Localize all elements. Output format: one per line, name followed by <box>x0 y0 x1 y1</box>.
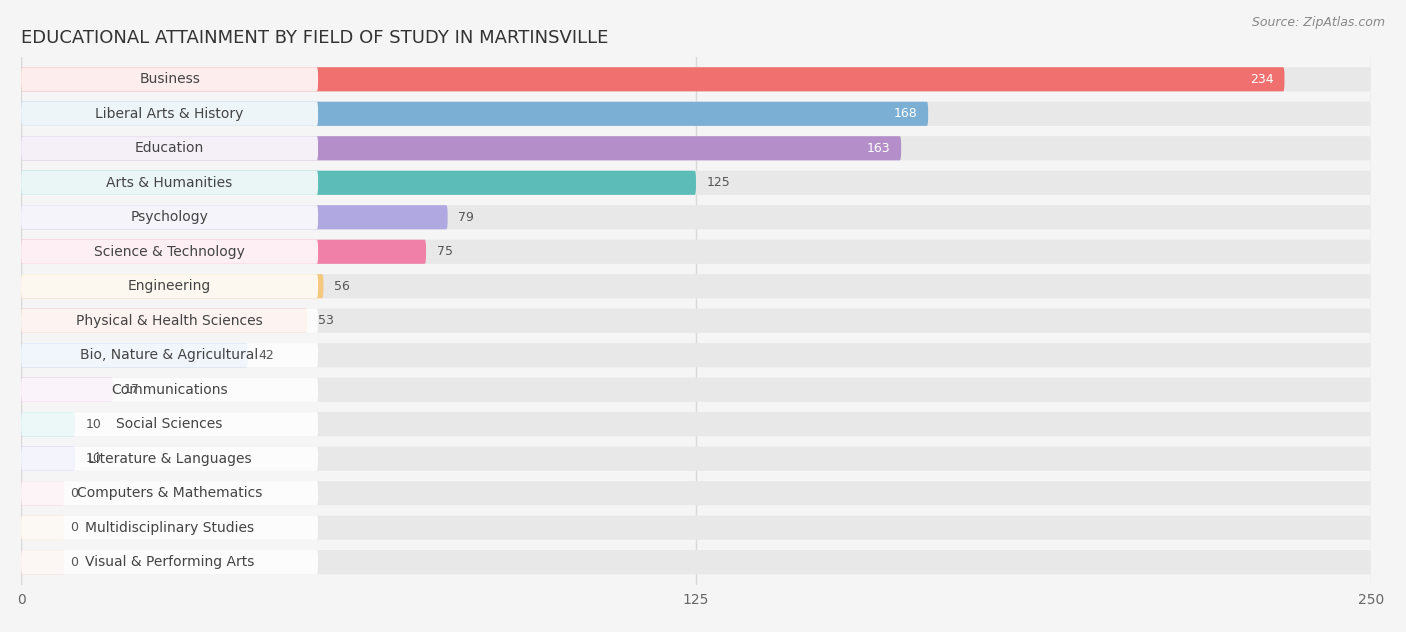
FancyBboxPatch shape <box>21 447 75 471</box>
FancyBboxPatch shape <box>21 274 318 298</box>
FancyBboxPatch shape <box>21 308 318 333</box>
Text: Psychology: Psychology <box>131 210 208 224</box>
FancyBboxPatch shape <box>21 67 1285 92</box>
FancyBboxPatch shape <box>21 308 1371 333</box>
FancyBboxPatch shape <box>21 550 1371 574</box>
FancyBboxPatch shape <box>21 67 1371 92</box>
Text: 10: 10 <box>86 418 101 431</box>
Text: 10: 10 <box>86 453 101 465</box>
FancyBboxPatch shape <box>21 240 426 264</box>
FancyBboxPatch shape <box>21 137 318 161</box>
FancyBboxPatch shape <box>21 308 308 333</box>
Text: 79: 79 <box>458 210 474 224</box>
Text: 42: 42 <box>259 349 274 362</box>
FancyBboxPatch shape <box>21 516 1371 540</box>
FancyBboxPatch shape <box>21 412 318 436</box>
FancyBboxPatch shape <box>21 205 447 229</box>
Text: Computers & Mathematics: Computers & Mathematics <box>77 486 263 500</box>
FancyBboxPatch shape <box>21 102 318 126</box>
FancyBboxPatch shape <box>21 102 928 126</box>
FancyBboxPatch shape <box>21 412 75 436</box>
Text: 53: 53 <box>318 314 333 327</box>
FancyBboxPatch shape <box>21 205 318 229</box>
Text: Source: ZipAtlas.com: Source: ZipAtlas.com <box>1251 16 1385 29</box>
Text: Multidisciplinary Studies: Multidisciplinary Studies <box>84 521 254 535</box>
FancyBboxPatch shape <box>21 171 318 195</box>
FancyBboxPatch shape <box>21 378 318 402</box>
Text: 234: 234 <box>1250 73 1274 86</box>
FancyBboxPatch shape <box>21 481 318 505</box>
Text: 0: 0 <box>70 521 77 534</box>
Text: Literature & Languages: Literature & Languages <box>87 452 252 466</box>
FancyBboxPatch shape <box>21 550 318 574</box>
Text: Visual & Performing Arts: Visual & Performing Arts <box>84 555 254 569</box>
FancyBboxPatch shape <box>21 240 1371 264</box>
FancyBboxPatch shape <box>21 137 1371 161</box>
FancyBboxPatch shape <box>21 447 1371 471</box>
FancyBboxPatch shape <box>21 274 323 298</box>
FancyBboxPatch shape <box>21 447 318 471</box>
Text: Science & Technology: Science & Technology <box>94 245 245 258</box>
Text: Education: Education <box>135 142 204 155</box>
FancyBboxPatch shape <box>21 343 318 367</box>
Text: Liberal Arts & History: Liberal Arts & History <box>96 107 243 121</box>
FancyBboxPatch shape <box>21 550 65 574</box>
Text: 0: 0 <box>70 556 77 569</box>
Text: Communications: Communications <box>111 383 228 397</box>
FancyBboxPatch shape <box>21 378 112 402</box>
FancyBboxPatch shape <box>21 378 1371 402</box>
FancyBboxPatch shape <box>21 481 1371 505</box>
FancyBboxPatch shape <box>21 516 318 540</box>
FancyBboxPatch shape <box>21 67 318 92</box>
Text: 0: 0 <box>70 487 77 500</box>
FancyBboxPatch shape <box>21 137 901 161</box>
Text: Business: Business <box>139 72 200 87</box>
Text: Social Sciences: Social Sciences <box>117 417 222 431</box>
FancyBboxPatch shape <box>21 274 1371 298</box>
FancyBboxPatch shape <box>21 205 1371 229</box>
FancyBboxPatch shape <box>21 102 1371 126</box>
Text: Bio, Nature & Agricultural: Bio, Nature & Agricultural <box>80 348 259 362</box>
Text: 56: 56 <box>335 280 350 293</box>
Text: 168: 168 <box>894 107 917 120</box>
Text: 125: 125 <box>707 176 731 189</box>
FancyBboxPatch shape <box>21 171 696 195</box>
FancyBboxPatch shape <box>21 481 65 505</box>
FancyBboxPatch shape <box>21 240 318 264</box>
FancyBboxPatch shape <box>21 412 1371 436</box>
FancyBboxPatch shape <box>21 343 1371 367</box>
Text: Engineering: Engineering <box>128 279 211 293</box>
FancyBboxPatch shape <box>21 516 65 540</box>
Text: Arts & Humanities: Arts & Humanities <box>107 176 232 190</box>
Text: Physical & Health Sciences: Physical & Health Sciences <box>76 313 263 328</box>
Text: 163: 163 <box>866 142 890 155</box>
Text: 17: 17 <box>124 383 139 396</box>
FancyBboxPatch shape <box>21 171 1371 195</box>
Text: EDUCATIONAL ATTAINMENT BY FIELD OF STUDY IN MARTINSVILLE: EDUCATIONAL ATTAINMENT BY FIELD OF STUDY… <box>21 29 609 47</box>
FancyBboxPatch shape <box>21 343 247 367</box>
Text: 75: 75 <box>437 245 453 258</box>
